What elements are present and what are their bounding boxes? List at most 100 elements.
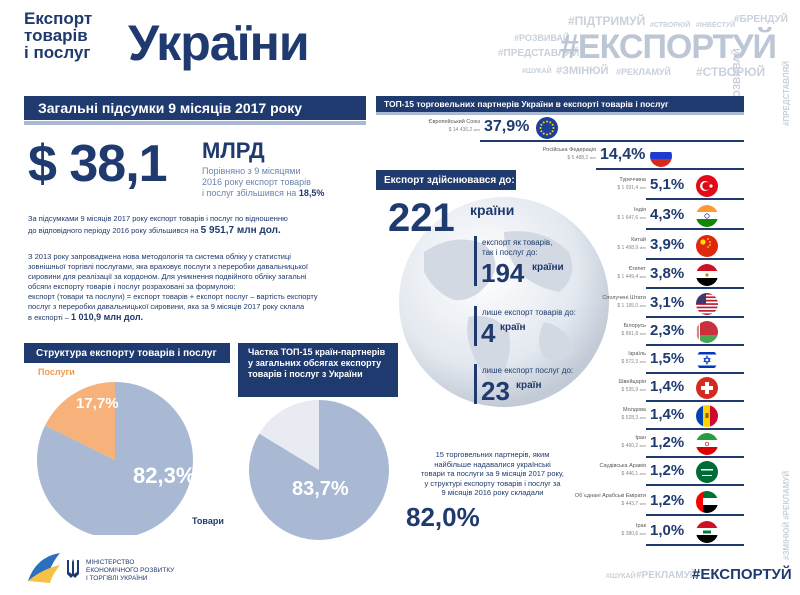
partner-underline <box>646 400 744 402</box>
flag-icon <box>696 293 718 315</box>
partner-amount: $ 572,3 млн <box>556 359 646 365</box>
globe-graphic <box>399 197 609 407</box>
para2-line7-text: в експорті – <box>28 313 69 322</box>
partner-percent: 4,3% <box>650 206 685 223</box>
partner-amount-unit: млн <box>639 332 646 336</box>
partner-percent: 2,3% <box>650 322 685 339</box>
flag-icon <box>536 117 558 139</box>
flag-icon <box>696 521 718 543</box>
compare-line3-text: і послуг збільшився на <box>202 188 297 198</box>
partner-amount: $ 1 647,6 млн <box>556 215 646 221</box>
flag-icon <box>696 405 718 427</box>
flag-icon <box>696 175 718 197</box>
compare-pct: 18,5% <box>298 188 325 198</box>
partner-name: Китай <box>631 237 646 243</box>
partner-underline <box>646 544 744 546</box>
structure-pie-slices <box>37 382 193 535</box>
compare-line1: Порівняно з 9 місяцями <box>202 166 301 176</box>
hashtag: #РЕКЛАМУЙ <box>636 570 697 581</box>
partner-underline <box>646 258 744 260</box>
partner-amount-value: $ 443,7 <box>621 501 640 507</box>
flag-icon <box>696 264 718 286</box>
flag-icon <box>696 433 718 455</box>
hashtag: #ПРЕДСТАВЛЯЙ <box>498 48 580 59</box>
partner-name: Білорусь <box>623 323 646 329</box>
both-export-number-label: країни <box>532 262 564 273</box>
partner-amount-unit: млн <box>639 275 646 279</box>
partner-underline <box>646 287 744 289</box>
partner-amount: $ 1 449,4 млн <box>556 274 646 280</box>
both-export-number: 194 <box>481 258 525 288</box>
header-subtitle: Експорт товарів і послуг <box>24 10 124 61</box>
hashtag: #ЕКСПОРТУЙ <box>692 566 792 583</box>
ministry-line3: І ТОРГІВЛІ УКРАЇНИ <box>86 575 148 582</box>
partner-percent: 5,1% <box>650 176 685 193</box>
partner-amount-value: $ 1 931,4 <box>617 185 640 191</box>
ministry-logo-icon <box>28 553 60 583</box>
partner-amount: $ 460,2 млн <box>556 443 646 449</box>
partner-percent: 1,2% <box>650 492 685 509</box>
partner-underline <box>646 514 744 516</box>
partner-amount: $ 5 488,2 млн <box>506 155 596 161</box>
partner-percent: 37,9% <box>484 118 530 135</box>
exported-to-heading: Експорт здійснювався до: <box>376 170 516 190</box>
partner-amount: $ 891,8 млн <box>556 331 646 337</box>
flag-icon <box>696 235 718 257</box>
partner-name: Ірак <box>635 523 646 529</box>
partner-amount-value: $ 1 195,0 <box>617 303 640 309</box>
flag-icon <box>696 377 718 399</box>
pie-label-goods: 82,3% <box>133 463 195 488</box>
partner-amount-unit: млн <box>639 388 646 392</box>
partner-amount-value: $ 460,2 <box>621 443 640 449</box>
partner-amount: $ 528,3 млн <box>556 415 646 421</box>
partner-amount-value: $ 535,9 <box>621 387 640 393</box>
top15-share-heading: Частка ТОП-15 країн-партнерів у загальни… <box>238 343 398 397</box>
partner-amount: $ 446,1 млн <box>556 471 646 477</box>
partner-amount-value: $ 380,6 <box>621 531 640 537</box>
header-title: України <box>128 15 310 71</box>
partner-name: Російська Федерація <box>542 147 596 153</box>
both-line2: так і послуг до: <box>482 248 538 257</box>
flag-icon <box>696 205 718 227</box>
ministry-line2: ЕКОНОМІЧНОГО РОЗВИТКУ <box>86 567 175 574</box>
countries-total: 221 <box>388 196 455 240</box>
partner-name: Сполучені Штати <box>602 295 646 301</box>
partner-amount-unit: млн <box>639 216 646 220</box>
para1-value: 5 951,7 млн дол. <box>200 225 281 236</box>
para2-line4: обсяги експорту товарів і послуг розрахо… <box>28 282 236 291</box>
partner-amount-unit: млн <box>639 360 646 364</box>
partner-amount-unit: млн <box>639 532 646 536</box>
partner-amount-unit: млн <box>639 444 646 448</box>
partner-percent: 1,5% <box>650 350 685 367</box>
partner-underline <box>646 198 744 200</box>
hashtag: #БРЕНДУЙ <box>734 14 788 25</box>
hashtag: #ЗМІНЮЙ <box>556 65 609 77</box>
partner-underline <box>646 484 744 486</box>
countries-total-label: країни <box>470 202 515 218</box>
services-only-number-label: країн <box>516 380 542 391</box>
partner-percent: 1,2% <box>650 462 685 479</box>
note-line4: у структурі експорту товарів і послуг за <box>424 478 561 488</box>
top15-heading-line1: Частка ТОП-15 країн-партнерів <box>248 347 386 357</box>
hashtag: #ПІДТРИМУЙ <box>568 14 646 28</box>
hashtag: #РОЗВИВАЙ <box>514 33 570 43</box>
goods-only-number-label: країн <box>500 322 526 333</box>
partner-percent: 14,4% <box>600 146 646 163</box>
partner-amount-value: $ 446,1 <box>621 471 640 477</box>
partner-name: Іран <box>635 435 646 441</box>
flag-icon <box>696 491 718 513</box>
top15-note-value: 82,0% <box>406 502 480 532</box>
partner-amount: $ 1 498,9 млн <box>556 245 646 251</box>
partner-underline <box>646 228 744 230</box>
goods-only-bracket <box>474 306 477 346</box>
header-subtitle-line1: Експорт <box>24 9 93 28</box>
pie-category-services: Послуги <box>38 367 75 377</box>
top15-pie-slices <box>248 400 389 540</box>
export-amount-unit: МЛРД <box>202 138 265 163</box>
pie-slice-top15 <box>248 400 389 540</box>
pie-slice-goods <box>37 382 193 535</box>
ministry-line1: МІНІСТЕРСТВО <box>86 559 135 566</box>
summary-heading-stripe <box>24 121 366 125</box>
para2-line5: експорт (товари та послуги) = експорт то… <box>28 292 318 301</box>
